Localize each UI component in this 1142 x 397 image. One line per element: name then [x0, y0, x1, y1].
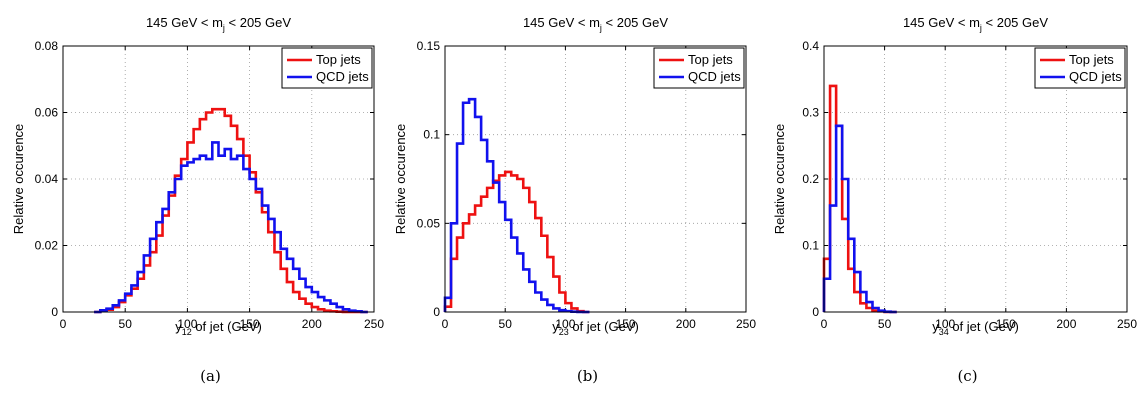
axes-frame — [62, 45, 375, 313]
y-tick-label: 0.1 — [423, 128, 440, 142]
series-line-top-jets — [443, 170, 590, 314]
x-tick-label: 100 — [177, 317, 197, 331]
y-tick-label: 0.15 — [417, 39, 441, 53]
x-tick-label: 250 — [736, 317, 756, 331]
legend-box — [281, 47, 373, 89]
legend-label-qcd-jets: QCD jets — [316, 69, 369, 84]
panel-caption: (a) — [200, 367, 221, 385]
x-tick-label: 200 — [676, 317, 696, 331]
legend-label-top-jets: Top jets — [1069, 52, 1114, 67]
y-axis-label: Relative occurence — [772, 124, 787, 235]
chart-panel-b: 0 50 100 150 200 250 0 0.05 0.1 0.15 Top jets QCD j… — [393, 15, 756, 385]
axes-frame — [823, 45, 1128, 313]
y-tick-label: 0.06 — [35, 106, 59, 120]
x-tick-label: 250 — [364, 317, 384, 331]
plot-area — [63, 46, 374, 312]
x-tick-label: 150 — [616, 317, 636, 331]
x-tick-label: 50 — [499, 317, 513, 331]
x-tick-label: 0 — [821, 317, 828, 331]
y-axis-label: Relative occurence — [11, 124, 26, 235]
x-tick-label: 50 — [878, 317, 892, 331]
y-tick-label: 0.4 — [802, 39, 819, 53]
chart-panel-a: 0 50 100 150 200 250 0 0.02 0.04 0.06 0.08 Top jets… — [11, 15, 384, 385]
y-tick-label: 0.1 — [802, 239, 819, 253]
y-tick-label: 0 — [433, 305, 440, 319]
chart-title: 145 GeV < mj < 205 GeV — [523, 15, 668, 33]
y-tick-label: 0.02 — [35, 239, 59, 253]
y-tick-label: 0.08 — [35, 39, 59, 53]
chart-panel-c: 0 50 100 150 200 250 0 0.1 0.2 0.3 0.4 Top jets QCD … — [772, 15, 1137, 385]
y-tick-label: 0.2 — [802, 172, 819, 186]
x-tick-label: 200 — [1056, 317, 1076, 331]
x-tick-label: 100 — [555, 317, 575, 331]
chart-title: 145 GeV < mj < 205 GeV — [146, 15, 291, 33]
y-tick-label: 0.04 — [35, 172, 59, 186]
chart-title: 145 GeV < mj < 205 GeV — [903, 15, 1048, 33]
y-tick-label: 0 — [51, 305, 58, 319]
x-axis-label: y34 of jet (GeV) — [932, 319, 1019, 337]
panel-caption: (b) — [577, 367, 598, 385]
legend-box — [1034, 47, 1126, 89]
series-line-qcd-jets — [443, 97, 590, 314]
legend-label-qcd-jets: QCD jets — [688, 69, 741, 84]
panel-caption: (c) — [957, 367, 977, 385]
legend-label-qcd-jets: QCD jets — [1069, 69, 1122, 84]
series-line-qcd-jets — [822, 124, 897, 314]
legend-label-top-jets: Top jets — [316, 52, 361, 67]
axes-frame — [444, 45, 747, 313]
x-tick-label: 150 — [240, 317, 260, 331]
x-axis-label: y23 of jet (GeV) — [552, 319, 639, 337]
x-tick-label: 50 — [119, 317, 133, 331]
y-tick-label: 0.05 — [417, 216, 441, 230]
x-tick-label: 0 — [442, 317, 449, 331]
legend-label-top-jets: Top jets — [688, 52, 733, 67]
x-tick-label: 100 — [935, 317, 955, 331]
y-tick-label: 0 — [812, 305, 819, 319]
x-axis-label: y12 of jet (GeV) — [175, 319, 262, 337]
x-tick-label: 250 — [1117, 317, 1137, 331]
x-tick-label: 150 — [996, 317, 1016, 331]
y-axis-label: Relative occurence — [393, 124, 408, 235]
x-tick-label: 0 — [60, 317, 67, 331]
x-tick-label: 200 — [302, 317, 322, 331]
series-line-qcd-jets — [94, 141, 368, 314]
plot-area — [445, 46, 746, 312]
legend-box — [653, 47, 745, 89]
y-tick-label: 0.3 — [802, 106, 819, 120]
